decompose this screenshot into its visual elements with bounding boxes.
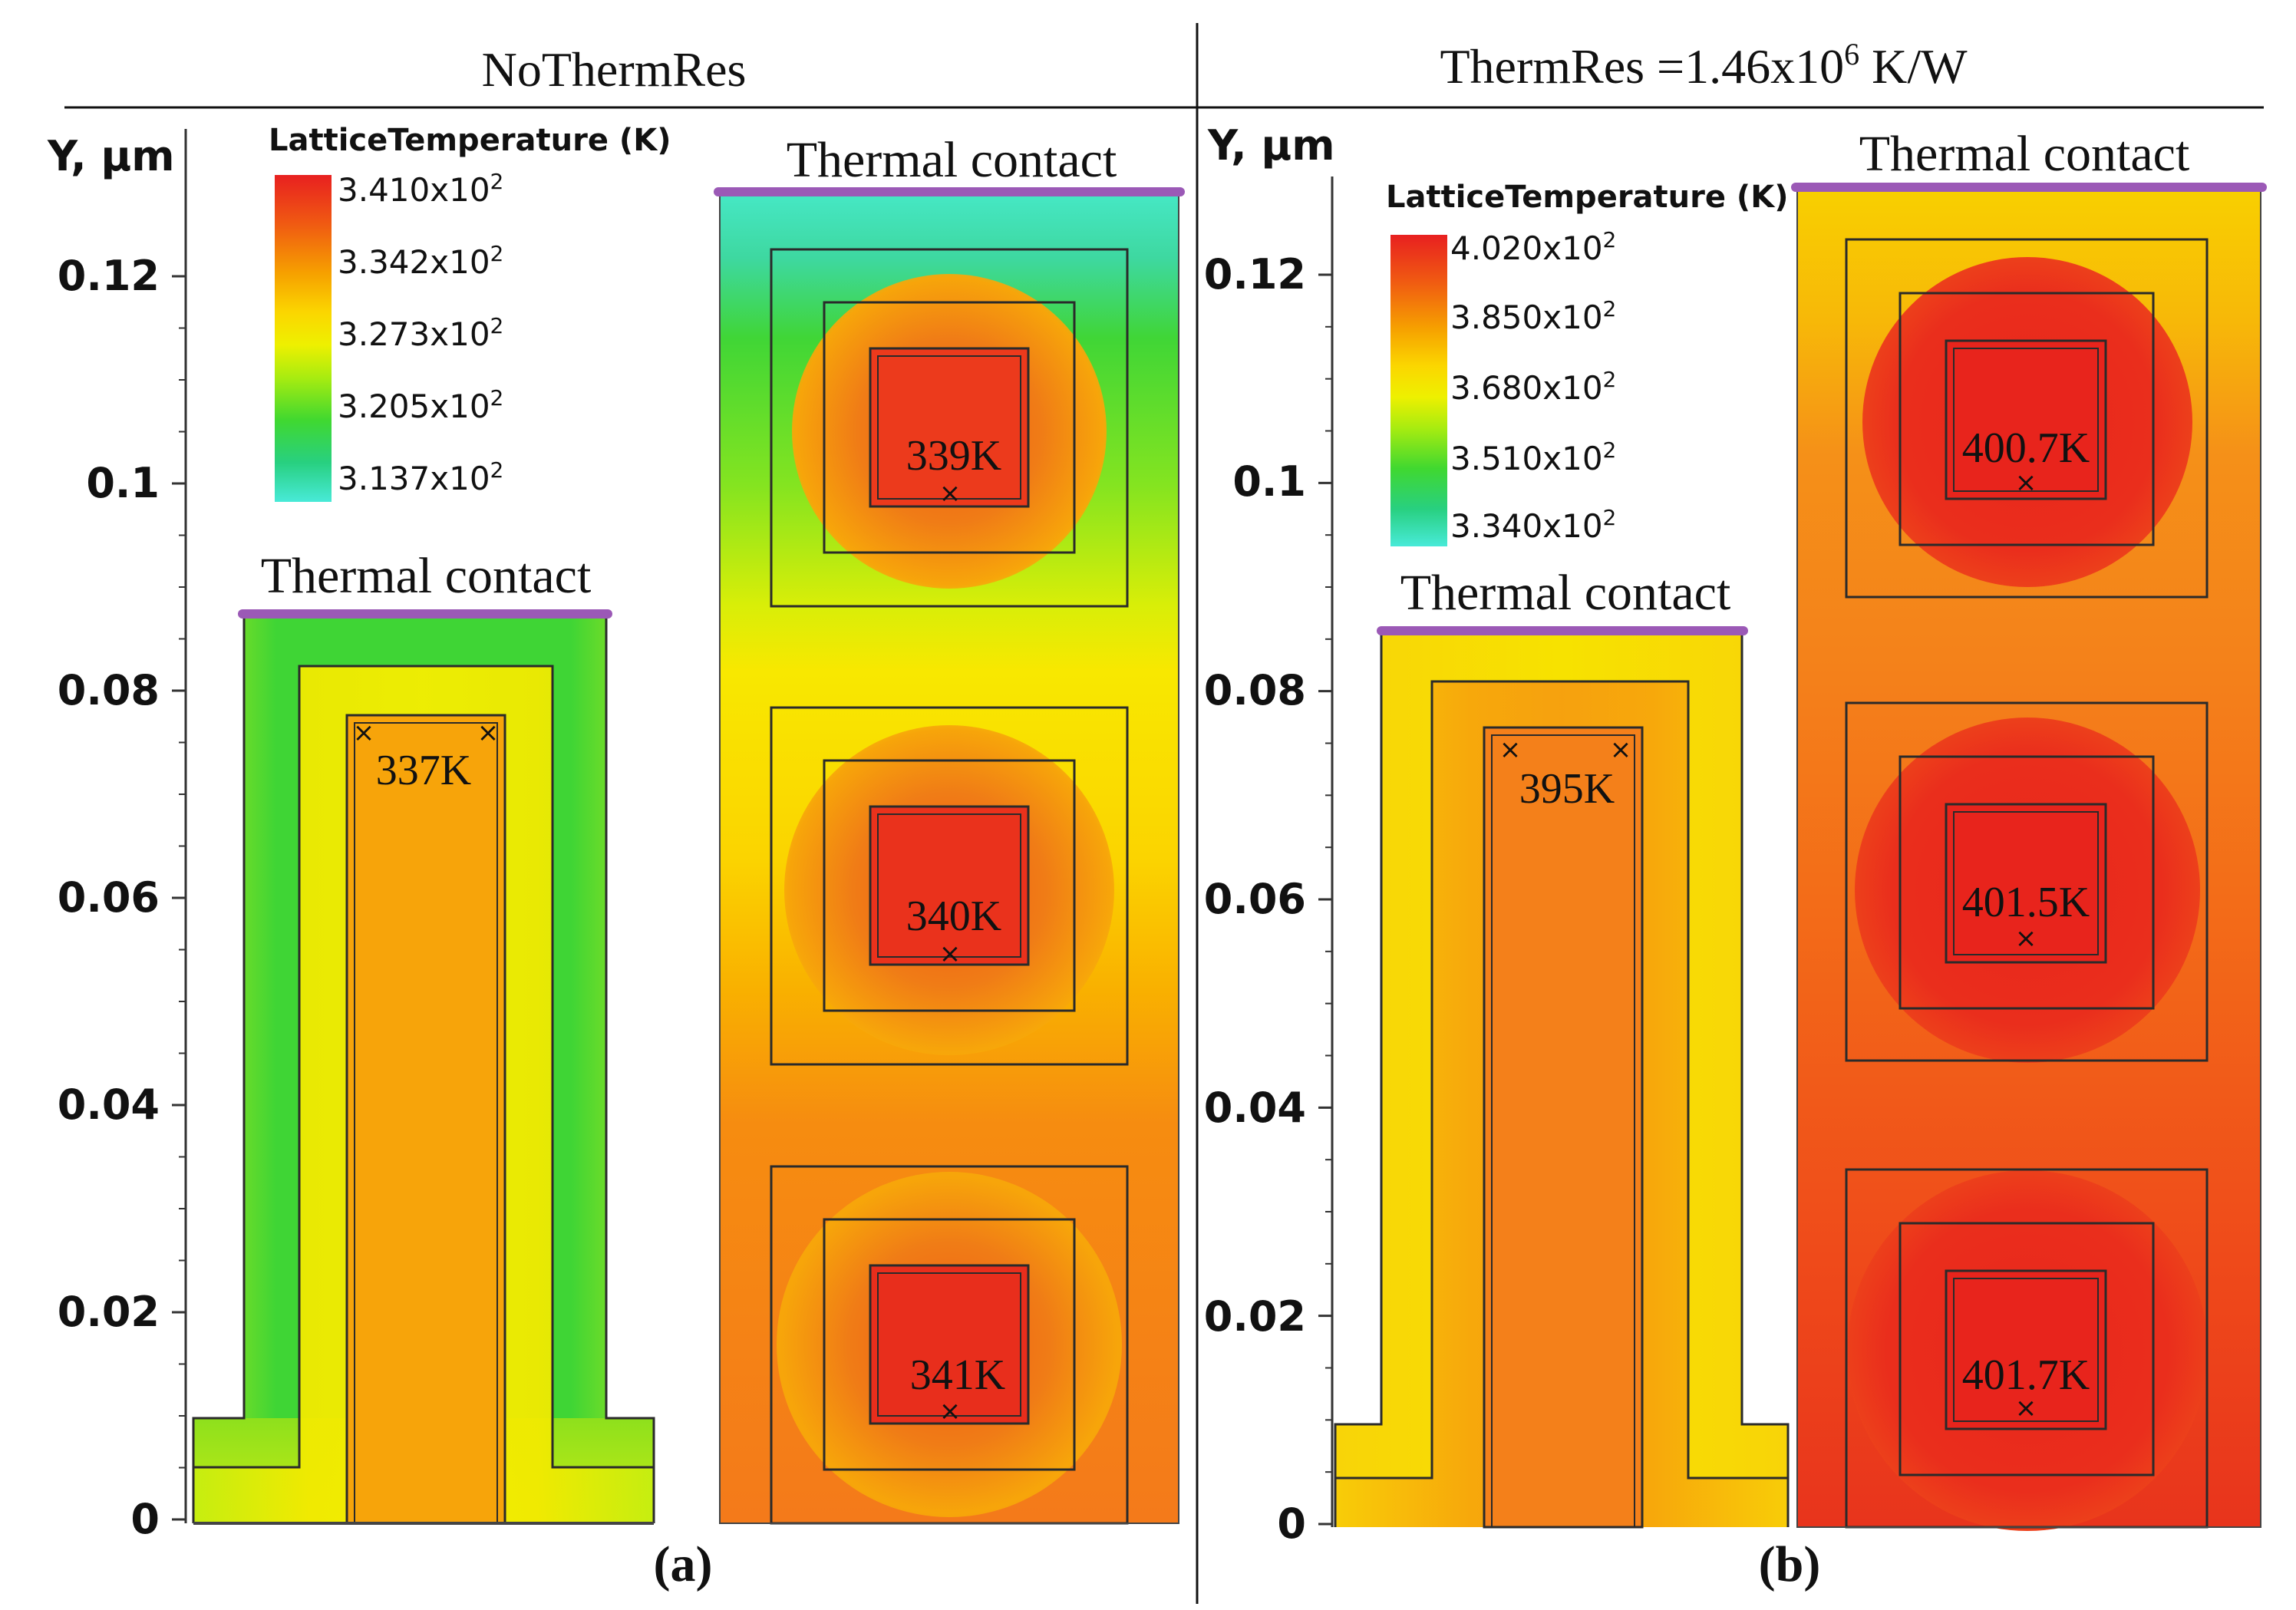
panel-b-label: (b): [1759, 1536, 1821, 1592]
panel-a-fin-contact-label: Thermal contact: [261, 548, 592, 604]
panel-b-legend-title: LatticeTemperature (K): [1386, 180, 1788, 215]
panel-b-tick-label: 0.1: [1232, 457, 1306, 506]
panel-b-ticks: [1318, 273, 1332, 1526]
panel-a-stack-contact-label: Thermal contact: [787, 132, 1117, 188]
panel-a-tick-label: 0.12: [58, 252, 160, 300]
panel-b-fin-contact-label: Thermal contact: [1400, 565, 1731, 621]
panel-b-legend-entry: 3.680x102: [1450, 367, 1616, 407]
panel-a-legend-entry: 3.137x102: [338, 457, 503, 497]
panel-b-tick-label: 0: [1277, 1499, 1306, 1548]
panel-a: Y, μm 0.12 0.1 0.08 0.06 0.04 0.02 0 Lat…: [47, 123, 1185, 1592]
panel-a-ticks: [172, 275, 186, 1521]
panel-b-tick-label: 0.02: [1204, 1292, 1306, 1341]
panel-b-stack-temp: 400.7K: [1962, 424, 2090, 472]
panel-b-tick-label: 0.08: [1204, 666, 1306, 714]
panel-b-tick-label: 0.12: [1204, 250, 1306, 299]
panel-a-legend-entry: 3.410x102: [338, 169, 503, 209]
panel-a-legend: LatticeTemperature (K) 3.410x102 3.342x1…: [269, 123, 671, 502]
right-title: ThermRes =1.46x106 K/W: [1440, 37, 1968, 94]
panel-b-stack-contact-label: Thermal contact: [1859, 126, 2190, 182]
left-title: NoThermRes: [482, 42, 747, 97]
panel-a-tick-label: 0: [130, 1495, 160, 1543]
panel-b-legend-entry: 4.020x102: [1450, 227, 1616, 267]
panel-a-stack-temp: 341K: [910, 1351, 1005, 1399]
panel-a-y-label: Y, μm: [47, 132, 174, 180]
panel-b-legend: LatticeTemperature (K) 4.020x102 3.850x1…: [1386, 180, 1788, 546]
panel-b-fin-temp: 395K: [1519, 765, 1615, 813]
panel-b-tick-label: 0.06: [1204, 875, 1306, 923]
probe-marker: ×: [1610, 734, 1632, 765]
panel-b: Y, μm 0.12 0.1 0.08 0.06 0.04 0.02 0 Lat…: [1204, 121, 2267, 1592]
panel-b-stack-temp: 401.5K: [1962, 879, 2090, 926]
panel-a-tick-label: 0.06: [58, 873, 160, 922]
probe-marker: ×: [2015, 1393, 2037, 1424]
probe-marker: ×: [939, 478, 962, 509]
panel-a-stack-temp: 339K: [906, 432, 1001, 480]
probe-marker: ×: [2015, 467, 2037, 498]
panel-a-legend-title: LatticeTemperature (K): [269, 123, 671, 158]
panel-b-tick-label: 0.04: [1204, 1084, 1306, 1132]
panel-b-legend-entry: 3.850x102: [1450, 296, 1616, 336]
panel-b-y-label: Y, μm: [1207, 121, 1334, 170]
panel-a-tick-label: 0.02: [58, 1288, 160, 1336]
panel-b-legend-entry: 3.340x102: [1450, 505, 1616, 545]
panel-a-y-axis: Y, μm 0.12 0.1 0.08 0.06 0.04 0.02 0: [47, 129, 187, 1543]
panel-b-stack-temp: 401.7K: [1962, 1351, 2090, 1399]
panel-a-tick-label: 0.1: [86, 459, 160, 507]
probe-marker: ×: [939, 939, 962, 969]
probe-marker: ×: [2015, 923, 2037, 954]
panel-a-tick-label: 0.04: [58, 1080, 160, 1129]
probe-marker: ×: [939, 1396, 962, 1427]
panel-b-stack-device: Thermal contact 400.7K × 401.5K × 401.7K…: [1791, 126, 2267, 1531]
panel-a-legend-entry: 3.342x102: [338, 241, 503, 281]
panel-b-fin-device: Thermal contact × × 395K: [1334, 565, 1790, 1529]
panel-a-tick-label: 0.08: [58, 666, 160, 714]
panel-a-fin-temp: 337K: [376, 747, 471, 794]
probe-marker: ×: [1499, 734, 1522, 765]
panel-a-stack-temp: 340K: [906, 892, 1001, 940]
panel-a-label: (a): [654, 1536, 713, 1592]
probe-marker: ×: [477, 718, 500, 748]
probe-marker: ×: [353, 718, 375, 748]
panel-a-legend-entry: 3.205x102: [338, 385, 503, 425]
panel-a-stack-device: Thermal contact 339K × 340K × 341K ×: [714, 132, 1185, 1525]
panel-b-legend-entry: 3.510x102: [1450, 437, 1616, 477]
panel-b-colorbar: [1390, 235, 1447, 546]
panel-a-legend-entry: 3.273x102: [338, 313, 503, 353]
panel-a-fin-device: Thermal contact × × 337K: [192, 548, 655, 1525]
figure-header: NoThermRes ThermRes =1.46x106 K/W: [64, 23, 2264, 1604]
panel-a-colorbar: [275, 175, 332, 502]
panel-b-y-axis: Y, μm 0.12 0.1 0.08 0.06 0.04 0.02 0: [1204, 121, 1335, 1548]
